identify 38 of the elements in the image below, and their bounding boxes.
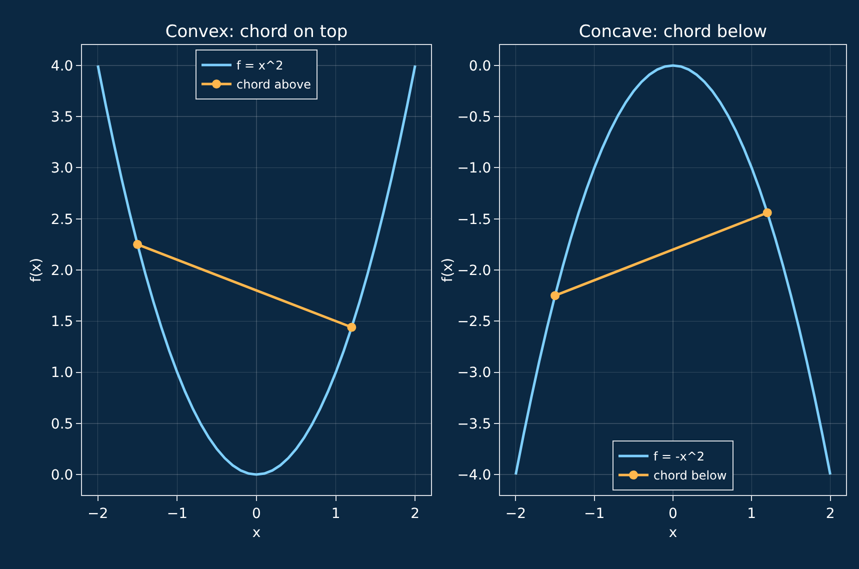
legend-label: f = x^2 [236, 58, 284, 73]
x-tick-label: 2 [410, 506, 420, 522]
y-tick-label: −4.0 [457, 467, 492, 484]
y-tick-label: −3.0 [457, 365, 492, 382]
chart-title: Convex: chord on top [165, 22, 348, 42]
legend-label: f = -x^2 [654, 450, 705, 464]
x-axis-title: x [668, 525, 678, 542]
legend-label: chord above [236, 78, 311, 92]
y-tick-label: 2.0 [50, 262, 74, 279]
chart-title: Concave: chord below [578, 22, 768, 42]
x-tick-label: 2 [826, 506, 835, 522]
x-axis-title: x [252, 525, 261, 542]
x-tick-label: 0 [252, 506, 261, 522]
y-tick-label: 4.0 [50, 58, 74, 74]
x-tick-label: 1 [747, 506, 756, 522]
y-tick-label: 0.0 [50, 467, 74, 484]
y-tick-label: 2.5 [50, 212, 74, 228]
y-tick-label: −1.5 [457, 212, 492, 228]
y-tick-label: 1.5 [50, 314, 74, 330]
y-tick-label: −2.0 [457, 262, 492, 279]
y-tick-label: 1.0 [50, 365, 74, 382]
x-tick-label: 1 [331, 506, 340, 522]
x-tick-label: −1 [166, 506, 188, 522]
y-tick-label: 0.5 [50, 416, 74, 432]
y-axis-title: f(x) [440, 258, 456, 282]
y-tick-label: −1.0 [457, 160, 492, 177]
y-tick-label: 0.0 [468, 58, 492, 74]
y-axis-title: f(x) [28, 258, 45, 282]
x-tick-label: 0 [668, 506, 678, 522]
x-tick-label: −1 [584, 506, 605, 522]
x-tick-label: −2 [505, 506, 526, 522]
legend-label: chord below [654, 468, 727, 483]
y-tick-label: 3.5 [50, 109, 74, 126]
y-tick-label: 3.0 [50, 160, 74, 177]
x-tick-label: −2 [88, 506, 108, 522]
y-tick-label: −2.5 [457, 314, 492, 330]
y-tick-label: −0.5 [457, 109, 492, 126]
y-tick-label: −3.5 [457, 416, 492, 432]
